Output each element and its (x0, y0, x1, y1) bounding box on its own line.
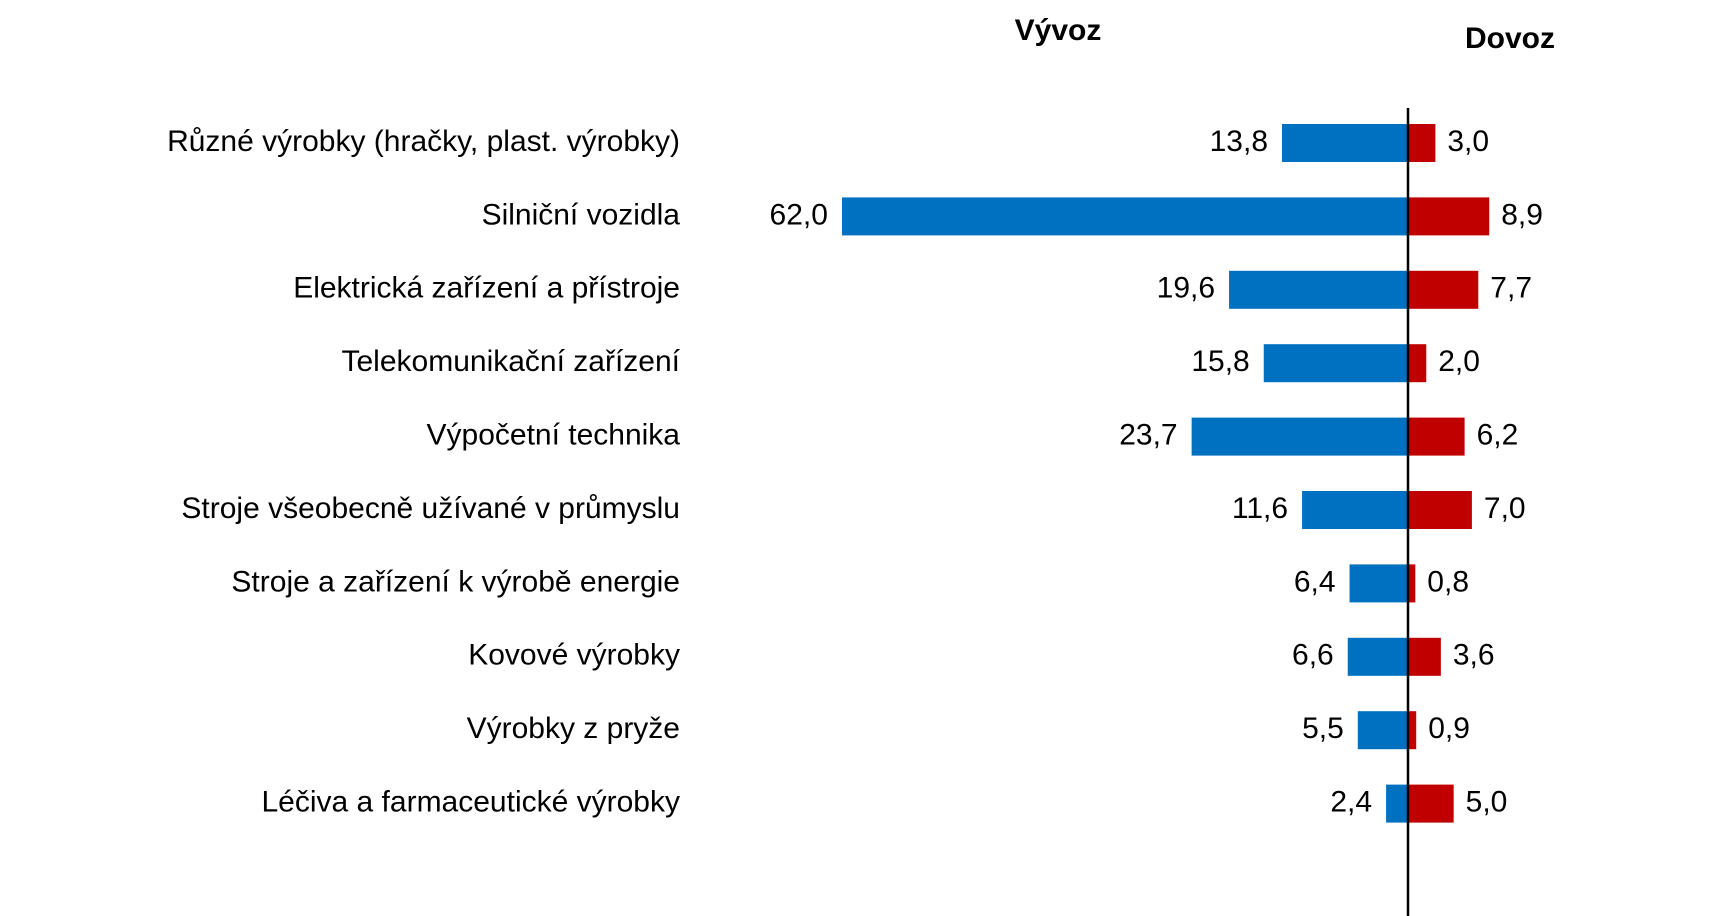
bar (1229, 270, 1408, 309)
category-label: Výpočetní technika (427, 419, 681, 452)
series-header: Dovoz (1465, 22, 1555, 55)
value-label: 5,5 (1302, 712, 1344, 745)
value-label: 7,0 (1484, 492, 1526, 525)
value-label: 6,2 (1477, 419, 1519, 452)
category-label: Telekomunikační zařízení (342, 345, 681, 378)
category-label: Elektrická zařízení a přístroje (293, 272, 680, 305)
bar (1408, 124, 1436, 162)
value-label: 3,0 (1447, 125, 1489, 158)
value-label: 6,6 (1292, 639, 1334, 672)
bar (1263, 344, 1408, 383)
category-label: Stroje a zařízení k výrobě energie (231, 565, 680, 598)
category-label: Léčiva a farmaceutické výrobky (261, 786, 680, 819)
category-label: Silniční vozidla (482, 198, 681, 231)
bar (1408, 344, 1427, 383)
bar (1349, 564, 1408, 603)
bar (841, 197, 1408, 236)
value-label: 0,8 (1427, 565, 1469, 598)
value-label: 62,0 (770, 198, 828, 231)
bar (1282, 124, 1408, 162)
category-label: Kovové výrobky (468, 639, 680, 672)
category-label: Různé výrobky (hračky, plast. výrobky) (167, 125, 680, 158)
category-label: Výrobky z pryže (467, 712, 680, 745)
value-label: 0,9 (1428, 712, 1470, 745)
value-label: 23,7 (1119, 419, 1177, 452)
series-header: Vývoz (1015, 14, 1102, 47)
value-label: 13,8 (1210, 125, 1268, 158)
value-label: 2,4 (1330, 786, 1372, 819)
bar (1386, 784, 1408, 823)
bar (1408, 417, 1465, 456)
bar (1191, 417, 1408, 456)
bar (1347, 637, 1408, 676)
value-label: 15,8 (1191, 345, 1249, 378)
bar (1408, 491, 1472, 529)
category-label: Stroje všeobecně užívané v průmyslu (181, 492, 680, 525)
value-label: 2,0 (1438, 345, 1480, 378)
value-label: 11,6 (1232, 492, 1288, 525)
bar (1408, 784, 1454, 823)
bar (1408, 637, 1441, 676)
bar (1408, 564, 1416, 603)
bar (1302, 491, 1408, 529)
value-label: 6,4 (1294, 565, 1336, 598)
bar (1408, 270, 1479, 309)
value-label: 3,6 (1453, 639, 1495, 672)
value-label: 5,0 (1466, 786, 1508, 819)
value-label: 8,9 (1501, 198, 1543, 231)
bar (1408, 197, 1490, 236)
bar (1408, 711, 1417, 750)
value-label: 7,7 (1490, 272, 1532, 305)
value-label: 19,6 (1157, 272, 1215, 305)
bar (1357, 711, 1408, 750)
